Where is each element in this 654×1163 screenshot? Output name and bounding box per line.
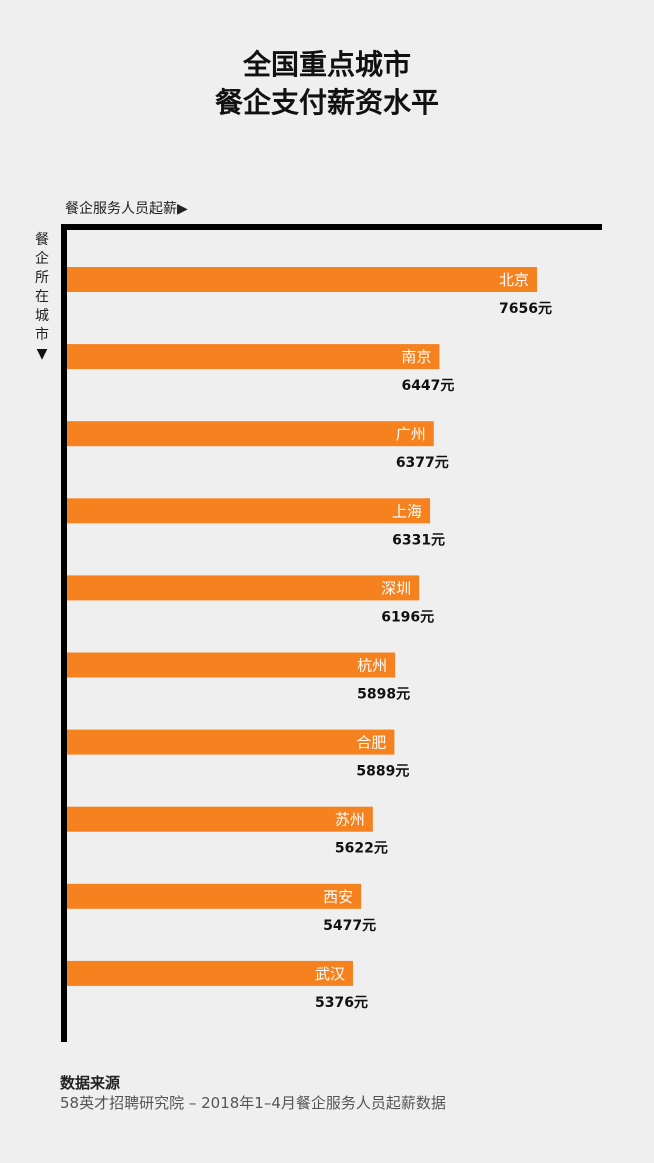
y-axis-label-char-1: 企 [35,250,49,267]
bar-4 [67,575,420,601]
bar-category-label-1: 南京 [401,348,431,366]
chart-title: 全国重点城市 餐企支付薪资水平 [0,46,654,122]
bar-value-label-3: 6331元 [392,532,445,548]
bar-category-label-2: 广州 [396,425,426,443]
x-axis-label: 餐企服务人员起薪▶ [65,200,188,217]
bar-value-label-8: 5477元 [323,918,376,934]
bar-9 [67,960,353,986]
bar-value-label-6: 5889元 [356,764,409,780]
chart-title-line-2: 餐企支付薪资水平 [214,86,439,119]
bar-value-label-2: 6377元 [396,455,449,471]
bar-1 [67,344,440,370]
bar-7 [67,806,373,832]
x-axis-line [61,224,602,230]
bar-category-label-4: 深圳 [381,579,411,597]
source-heading: 数据来源 [60,1074,121,1092]
y-axis-line [61,224,67,1042]
bar-value-label-4: 6196元 [381,609,434,625]
bar-5 [67,652,396,678]
chart-title-line-1: 全国重点城市 [242,48,411,81]
bar-value-label-0: 7656元 [499,301,552,317]
y-axis-label-char-2: 所 [35,270,49,286]
bar-3 [67,498,431,524]
y-axis-arrow-icon: ▼ [37,346,48,362]
bar-6 [67,729,395,755]
bar-0 [67,267,537,292]
y-axis-label-char-4: 城 [35,308,49,324]
bar-value-label-5: 5898元 [357,687,410,703]
bar-category-label-0: 北京 [499,271,529,289]
bar-value-label-1: 6447元 [401,378,454,394]
bar-category-label-7: 苏州 [335,811,365,829]
bar-2 [67,421,434,447]
source-note: 数据来源 58英才招聘研究院 – 2018年1–4月餐企服务人员起薪数据 [60,1073,446,1113]
bar-category-label-6: 合肥 [356,734,386,752]
bar-category-label-5: 杭州 [357,657,387,675]
bar-category-label-8: 西安 [323,888,353,906]
y-axis-label-char-3: 在 [35,289,49,305]
bar-value-label-9: 5376元 [315,995,368,1011]
bar-category-label-9: 武汉 [315,965,345,983]
bar-value-label-7: 5622元 [335,841,388,857]
y-axis-label-char-5: 市 [35,326,49,343]
bar-8 [67,883,362,909]
bar-category-label-3: 上海 [392,502,422,520]
y-axis-label-char-0: 餐 [35,232,49,248]
source-text: 58英才招聘研究院 – 2018年1–4月餐企服务人员起薪数据 [60,1094,446,1112]
